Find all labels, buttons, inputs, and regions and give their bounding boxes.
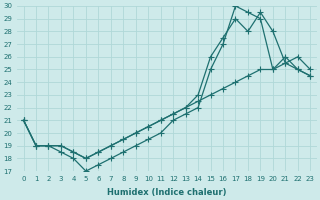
X-axis label: Humidex (Indice chaleur): Humidex (Indice chaleur): [107, 188, 227, 197]
